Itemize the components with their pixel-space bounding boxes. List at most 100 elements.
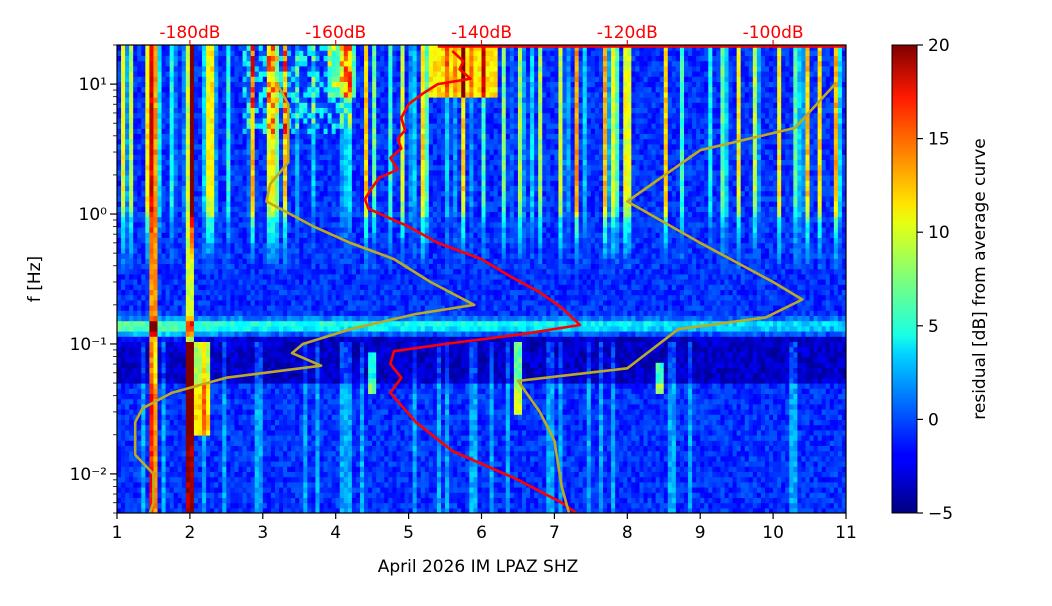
heatmap-cell: [193, 351, 199, 358]
heatmap-cell: [141, 258, 146, 264]
heatmap-cell: [339, 372, 345, 379]
heatmap-cell: [303, 258, 308, 264]
heatmap-cell: [299, 258, 304, 264]
heatmap-cell: [299, 336, 304, 342]
heatmap-cell: [335, 117, 341, 124]
heatmap-cell: [319, 107, 325, 114]
heatmap-cell: [173, 55, 179, 62]
heatmap-cell: [129, 372, 134, 379]
heatmap-cell: [299, 294, 304, 301]
heatmap-cell: [117, 50, 122, 56]
heatmap-cell: [185, 232, 191, 238]
heatmap-cell: [319, 86, 325, 93]
heatmap-cell: [181, 450, 187, 457]
heatmap-cell: [153, 341, 159, 348]
heatmap-cell: [307, 279, 312, 285]
heatmap-cell: [125, 341, 130, 348]
heatmap-cell: [141, 377, 146, 384]
heatmap-cell: [299, 289, 304, 296]
heatmap-cell: [125, 497, 130, 504]
heatmap-cell: [161, 50, 167, 56]
heatmap-cell: [323, 133, 329, 140]
heatmap-cell: [141, 211, 146, 218]
heatmap-cell: [279, 107, 284, 114]
heatmap-cell: [274, 502, 280, 509]
heatmap-cell: [165, 336, 171, 342]
heatmap-cell: [291, 102, 296, 108]
heatmap-cell: [234, 232, 240, 238]
heatmap-cell: [121, 507, 126, 513]
heatmap-cell: [210, 65, 215, 72]
heatmap-cell: [266, 299, 272, 306]
heatmap-cell: [117, 320, 122, 327]
heatmap-cell: [214, 175, 219, 181]
heatmap-cell: [214, 65, 219, 72]
heatmap-cell: [193, 138, 199, 145]
heatmap-cell: [274, 76, 280, 82]
heatmap-cell: [129, 466, 134, 472]
heatmap-cell: [299, 346, 304, 353]
heatmap-cell: [210, 91, 215, 98]
heatmap-cell: [262, 154, 268, 160]
heatmap-cell: [145, 341, 150, 348]
heatmap-cell: [222, 232, 227, 238]
heatmap-cell: [206, 325, 211, 332]
heatmap-cell: [323, 497, 329, 504]
heatmap-cell: [153, 112, 159, 119]
heatmap-cell: [230, 445, 236, 452]
heatmap-cell: [169, 45, 175, 51]
heatmap-cell: [250, 497, 256, 504]
heatmap-cell: [206, 71, 211, 77]
heatmap-cell: [129, 268, 134, 275]
heatmap-cell: [141, 492, 146, 498]
heatmap-cell: [206, 315, 211, 322]
heatmap-cell: [149, 195, 155, 202]
heatmap-cell: [238, 216, 244, 223]
heatmap-cell: [258, 299, 264, 306]
heatmap-cell: [153, 424, 159, 431]
heatmap-cell: [303, 445, 308, 452]
heatmap-cell: [238, 50, 244, 56]
heatmap-cell: [218, 112, 223, 119]
heatmap-cell: [319, 357, 325, 363]
heatmap-cell: [181, 97, 187, 103]
heatmap-cell: [222, 414, 227, 420]
heatmap-cell: [291, 211, 296, 218]
heatmap-cell: [206, 247, 211, 254]
heatmap-cell: [299, 97, 304, 103]
heatmap-cell: [149, 112, 155, 119]
heatmap-cell: [121, 377, 126, 384]
heatmap-cell: [283, 414, 288, 420]
heatmap-cell: [315, 195, 321, 202]
heatmap-cell: [287, 180, 292, 186]
heatmap-cell: [295, 211, 300, 218]
heatmap-cell: [121, 149, 126, 155]
heatmap-cell: [299, 487, 304, 493]
heatmap-cell: [291, 263, 296, 270]
heatmap-cell: [145, 221, 150, 228]
heatmap-cell: [161, 357, 167, 363]
heatmap-cell: [287, 445, 292, 452]
heatmap-cell: [218, 123, 223, 129]
heatmap-cell: [149, 377, 155, 384]
heatmap-cell: [327, 107, 333, 114]
heatmap-cell: [185, 351, 191, 358]
heatmap-cell: [266, 169, 272, 176]
heatmap-cell: [141, 268, 146, 275]
heatmap-cell: [145, 175, 150, 181]
heatmap-cell: [299, 310, 304, 316]
heatmap-cell: [117, 310, 122, 316]
heatmap-cell: [141, 242, 146, 249]
heatmap-cell: [198, 507, 203, 513]
heatmap-cell: [258, 97, 264, 103]
heatmap-cell: [117, 289, 122, 296]
heatmap-cell: [169, 440, 175, 446]
heatmap-cell: [303, 263, 308, 270]
heatmap-cell: [331, 341, 337, 348]
heatmap-cell: [266, 320, 272, 327]
heatmap-cell: [193, 445, 199, 452]
heatmap-cell: [218, 138, 223, 145]
heatmap-cell: [331, 65, 337, 72]
heatmap-cell: [189, 362, 195, 368]
heatmap-cell: [311, 221, 317, 228]
